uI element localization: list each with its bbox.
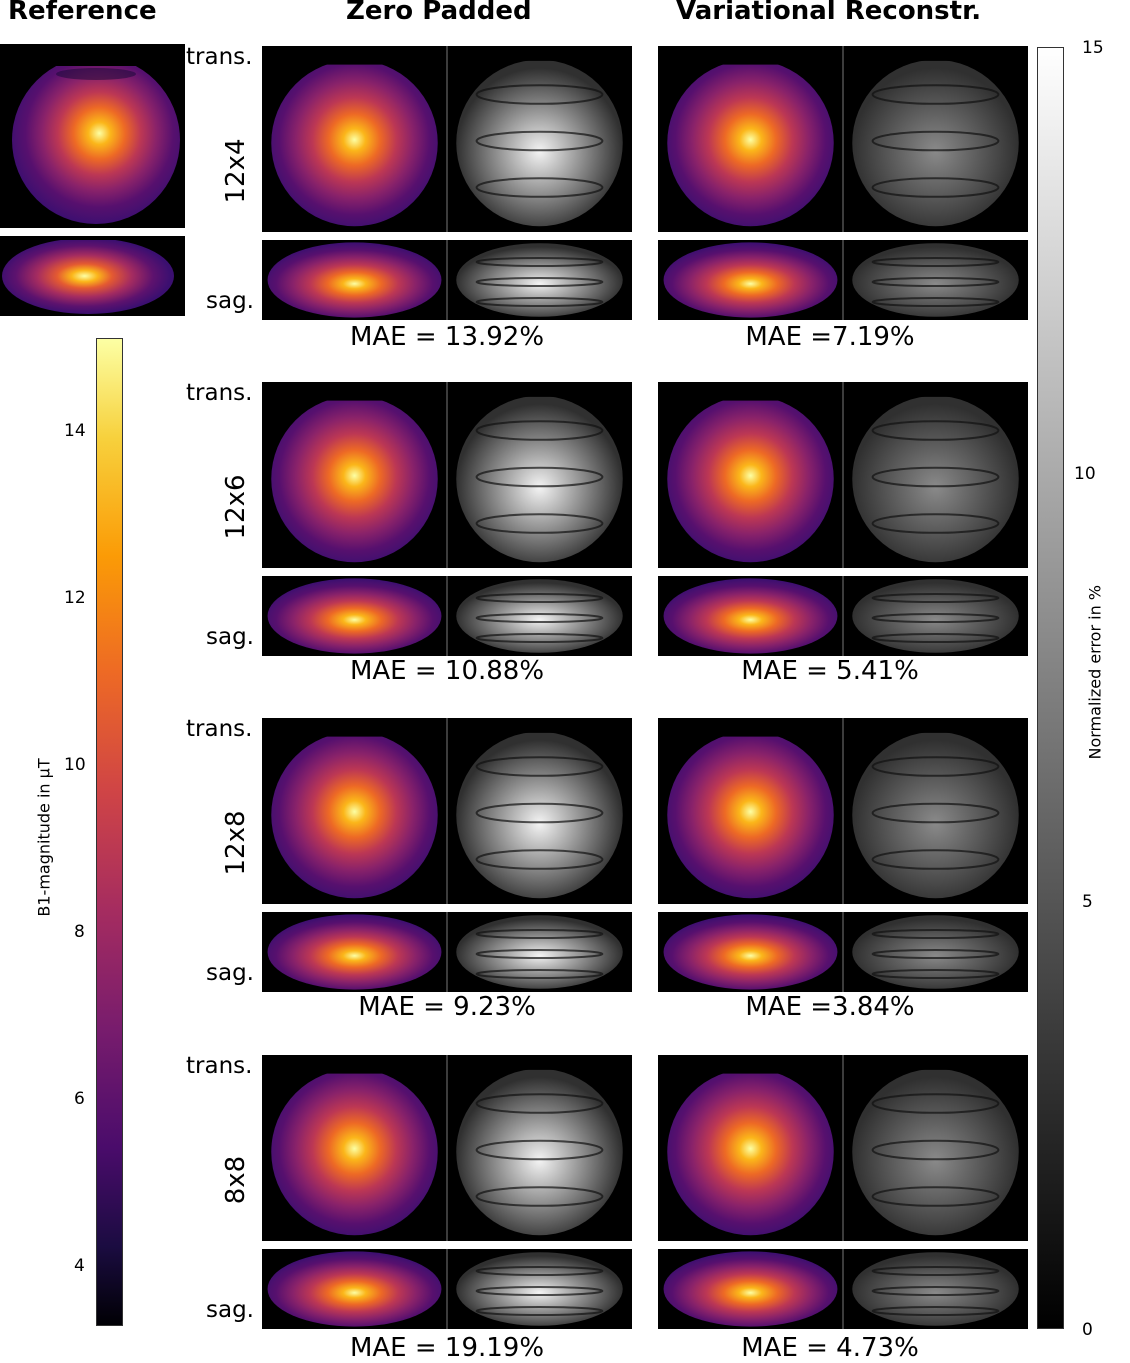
sagittal-row-label: sag. (206, 288, 254, 314)
variational-sagittal-8x8-image (658, 1249, 1028, 1329)
error-tick-15: 15 (1082, 38, 1104, 58)
config-label: 8x8 (221, 1155, 251, 1205)
reference-title: Reference (8, 0, 157, 26)
error-colorbar (1037, 47, 1064, 1329)
b1-tick-8: 8 (74, 922, 85, 942)
error-tick-5: 5 (1082, 892, 1093, 912)
reference-sagittal-image (0, 236, 185, 316)
error-colorbar-label: Normalized error in % (1085, 584, 1105, 760)
reference-transverse-image (0, 44, 185, 228)
sagittal-row-label: sag. (206, 960, 254, 986)
transverse-row-label: trans. (186, 44, 253, 70)
zero-padded-transverse-12x4-image (262, 46, 632, 232)
zero-padded-mae: MAE = 10.88% (349, 656, 545, 686)
zero-padded-sagittal-12x4-image (262, 240, 632, 320)
sagittal-row-label: sag. (206, 1297, 254, 1323)
zero-padded-mae: MAE = 19.19% (349, 1333, 545, 1363)
variational-mae: MAE =3.84% (745, 992, 915, 1022)
variational-mae: MAE = 4.73% (741, 1333, 919, 1363)
zero-padded-sagittal-12x8-image (262, 912, 632, 992)
zero-padded-transverse-12x8-image (262, 718, 632, 904)
b1-tick-4: 4 (74, 1256, 85, 1276)
transverse-row-label: trans. (186, 380, 253, 406)
variational-sagittal-12x6-image (658, 576, 1028, 656)
zero-padded-mae: MAE = 13.92% (349, 322, 545, 352)
config-label: 12x6 (221, 474, 251, 540)
zero-padded-sagittal-8x8-image (262, 1249, 632, 1329)
transverse-row-label: trans. (186, 716, 253, 742)
b1-colorbar-label: B1-magnitude in µT (34, 758, 54, 917)
variational-transverse-12x6-image (658, 382, 1028, 568)
variational-transverse-12x8-image (658, 718, 1028, 904)
zero-padded-mae: MAE = 9.23% (358, 992, 536, 1022)
variational-mae: MAE =7.19% (745, 322, 915, 352)
variational-title: Variational Reconstr. (676, 0, 982, 26)
zero-padded-title: Zero Padded (346, 0, 532, 26)
config-label: 12x4 (221, 138, 251, 204)
b1-tick-12: 12 (64, 588, 86, 608)
zero-padded-sagittal-12x6-image (262, 576, 632, 656)
error-tick-0: 0 (1082, 1320, 1093, 1340)
transverse-row-label: trans. (186, 1053, 253, 1079)
b1-tick-14: 14 (64, 421, 86, 441)
b1-tick-10: 10 (64, 755, 86, 775)
b1-tick-6: 6 (74, 1089, 85, 1109)
variational-sagittal-12x8-image (658, 912, 1028, 992)
variational-transverse-12x4-image (658, 46, 1028, 232)
b1-colorbar (96, 338, 123, 1326)
error-tick-10: 10 (1074, 464, 1096, 484)
variational-mae: MAE = 5.41% (741, 656, 919, 686)
variational-transverse-8x8-image (658, 1055, 1028, 1241)
config-label: 12x8 (221, 810, 251, 876)
variational-sagittal-12x4-image (658, 240, 1028, 320)
zero-padded-transverse-8x8-image (262, 1055, 632, 1241)
sagittal-row-label: sag. (206, 624, 254, 650)
zero-padded-transverse-12x6-image (262, 382, 632, 568)
